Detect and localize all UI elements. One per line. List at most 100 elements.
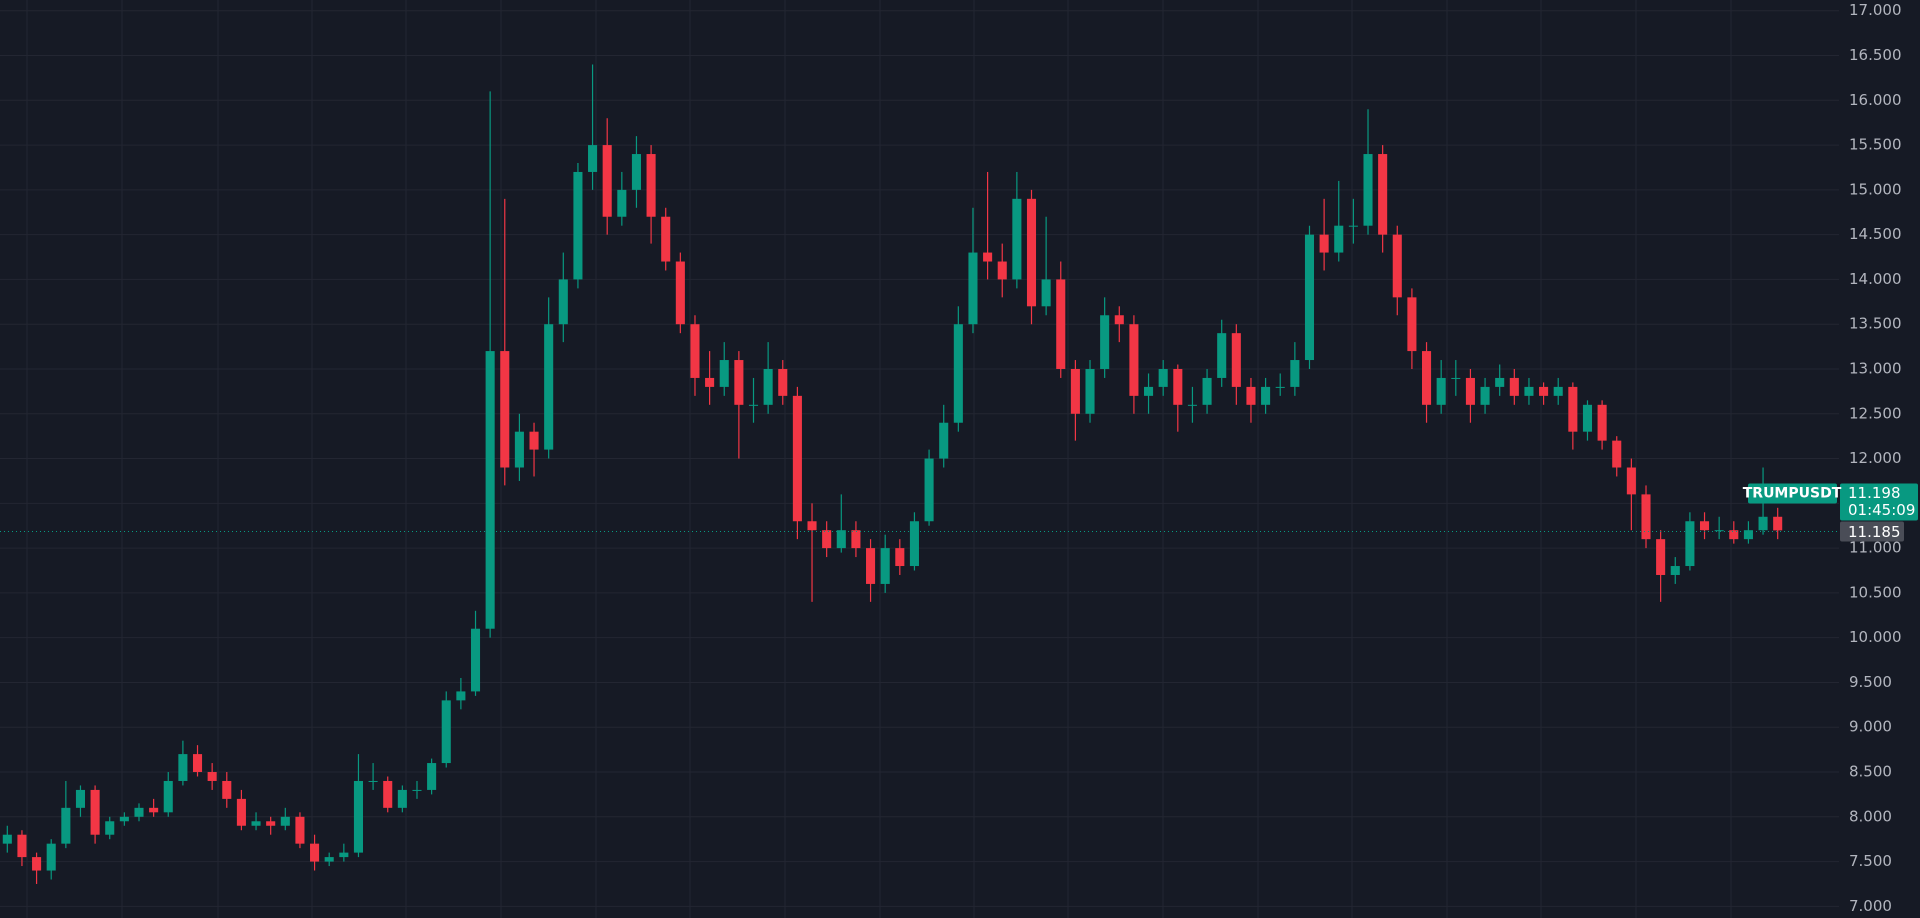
- candle-body: [880, 548, 890, 584]
- candle-body: [324, 857, 334, 862]
- candle-body: [1129, 324, 1139, 396]
- candle-body: [412, 789, 422, 791]
- candle-body: [514, 431, 524, 468]
- candle-body: [719, 360, 729, 387]
- candle-body: [602, 145, 612, 217]
- candle-body: [573, 171, 583, 280]
- candle-body: [1436, 377, 1446, 405]
- candle-body: [310, 843, 320, 862]
- symbol-label: TRUMPUSDT: [1743, 486, 1842, 502]
- candle-body: [1656, 539, 1666, 575]
- candles: [2, 64, 1783, 884]
- candle-body: [280, 816, 290, 826]
- candle-body: [646, 154, 656, 217]
- candle-body: [119, 816, 129, 822]
- y-tick-label: 7.000: [1849, 897, 1892, 915]
- candle-body: [1568, 386, 1578, 432]
- candle-body: [851, 530, 861, 549]
- candle-body: [1392, 234, 1402, 298]
- candle-body: [997, 261, 1007, 280]
- candle-body: [631, 154, 641, 190]
- candle-body: [734, 360, 744, 405]
- candle-body: [1553, 386, 1563, 396]
- y-tick-label: 7.500: [1849, 852, 1892, 870]
- candle-body: [544, 324, 554, 450]
- candle-body: [1056, 279, 1066, 369]
- candle-body: [1451, 377, 1461, 379]
- candle-body: [617, 189, 627, 217]
- candle-body: [1231, 333, 1241, 387]
- candle-body: [470, 628, 481, 692]
- candle-body: [1246, 386, 1256, 405]
- candle-body: [207, 772, 217, 781]
- candle-body: [105, 821, 115, 835]
- candle-body: [1699, 521, 1710, 531]
- candle-body: [500, 351, 510, 468]
- y-tick-label: 9.000: [1849, 718, 1892, 736]
- y-tick-label: 10.500: [1849, 583, 1902, 601]
- candle-body: [836, 530, 846, 549]
- candle-body: [661, 216, 671, 262]
- candle-body: [1378, 154, 1388, 235]
- candle-body: [1114, 315, 1124, 325]
- candle-body: [1539, 386, 1549, 396]
- y-tick-label: 14.000: [1849, 270, 1902, 288]
- y-tick-label: 10.000: [1849, 628, 1902, 646]
- y-tick-label: 12.500: [1849, 404, 1902, 422]
- candle-body: [1714, 530, 1724, 532]
- candle-body: [1026, 198, 1037, 307]
- candle-body: [822, 530, 832, 549]
- candle-body: [1626, 467, 1636, 495]
- candle-body: [1670, 566, 1680, 575]
- candle-body: [778, 368, 788, 396]
- y-tick-label: 16.000: [1849, 91, 1902, 109]
- candle-body: [1319, 234, 1329, 253]
- candle-body: [163, 780, 173, 813]
- candle-body: [353, 780, 363, 853]
- candle-body: [1348, 225, 1358, 227]
- y-tick-label: 8.500: [1849, 763, 1892, 781]
- candle-body: [251, 821, 261, 826]
- candle-body: [485, 351, 495, 629]
- candle-body: [866, 548, 876, 584]
- candle-body: [1275, 386, 1285, 388]
- candle-body: [61, 807, 71, 844]
- candle-body: [1290, 360, 1300, 387]
- candle-body: [792, 395, 802, 522]
- candle-body: [1597, 404, 1607, 441]
- candle-body: [675, 261, 685, 325]
- candle-body: [1495, 377, 1505, 387]
- candle-body: [807, 521, 817, 531]
- candle-body: [75, 789, 86, 808]
- candle-body: [1422, 351, 1432, 405]
- candle-body: [1173, 368, 1183, 405]
- candle-body: [529, 431, 539, 450]
- candle-body: [1334, 225, 1344, 253]
- candle-body: [1758, 516, 1768, 531]
- candle-body: [149, 807, 159, 813]
- candle-body: [17, 834, 27, 858]
- candle-body: [1012, 198, 1022, 280]
- candle-body: [368, 780, 378, 782]
- candle-body: [222, 780, 232, 799]
- candle-body: [192, 754, 203, 773]
- candle-body: [178, 754, 188, 781]
- candle-body: [339, 852, 349, 858]
- candle-body: [1187, 404, 1197, 406]
- candle-body: [1641, 494, 1651, 540]
- candle-body: [1773, 516, 1783, 531]
- candle-body: [588, 145, 598, 172]
- candle-body: [46, 843, 56, 871]
- candle-body: [236, 798, 246, 826]
- candle-body: [1363, 154, 1373, 226]
- candle-body: [295, 816, 305, 844]
- candle-body: [1144, 386, 1154, 396]
- candle-body: [1480, 386, 1490, 405]
- candle-body: [397, 789, 407, 808]
- candle-body: [968, 252, 978, 325]
- candle-body: [1509, 377, 1519, 396]
- y-tick-label: 15.000: [1849, 180, 1902, 198]
